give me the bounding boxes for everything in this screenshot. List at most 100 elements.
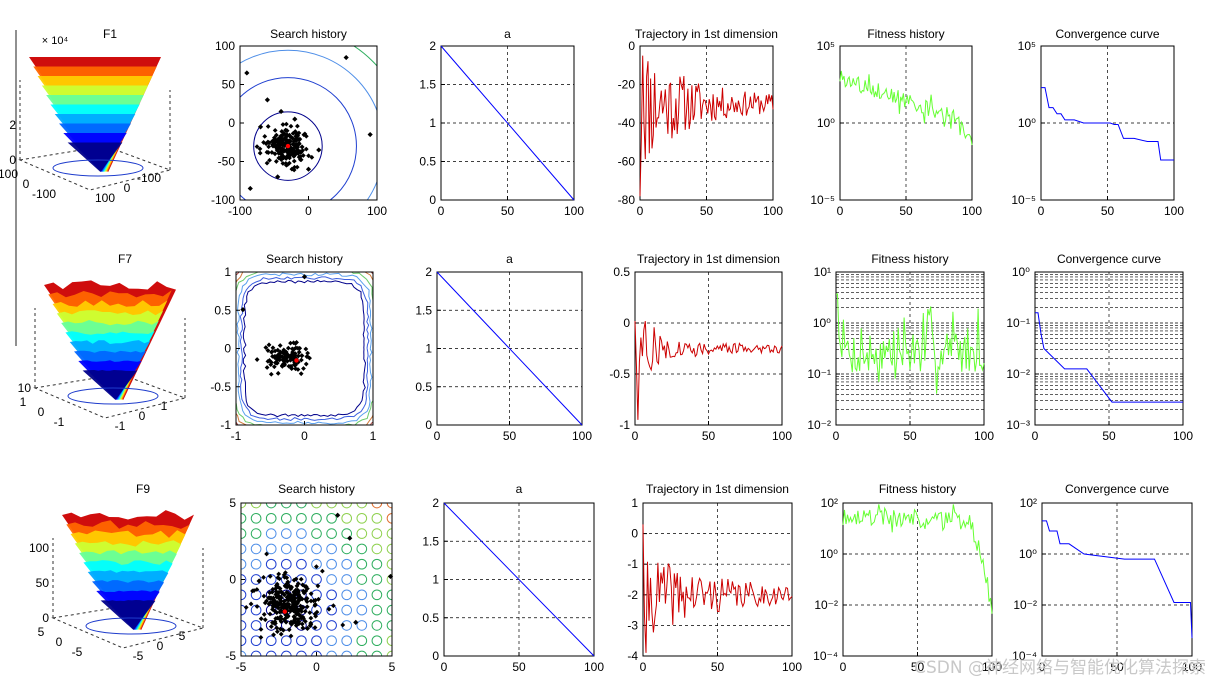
contour-ring xyxy=(241,620,247,631)
search-point xyxy=(298,576,304,582)
search-point xyxy=(340,622,346,628)
y-tick-label: 0 xyxy=(432,649,439,663)
contour-ring xyxy=(241,558,247,570)
best-point xyxy=(282,609,287,614)
y-tick-label: 0 xyxy=(425,418,432,432)
plot-area xyxy=(843,503,992,656)
contour-ring xyxy=(356,574,368,585)
search-point xyxy=(268,371,274,377)
convergence-curve-panel: Convergence curve 0 50 100 10⁻⁴ 10⁻² 10⁰ 10² xyxy=(1012,482,1202,674)
contour-ring xyxy=(311,635,322,647)
y-tick-label: 2 xyxy=(425,265,432,279)
x-tick-label: 100 xyxy=(572,429,592,443)
x-tick-label: 50 xyxy=(1102,429,1116,443)
search-point xyxy=(298,371,304,377)
search-point xyxy=(294,164,300,170)
plot-area xyxy=(643,503,792,656)
search-point xyxy=(306,153,311,159)
floor-contour xyxy=(52,159,144,177)
search-point xyxy=(263,345,269,350)
search-point xyxy=(335,512,341,518)
y-tick-label: 0 xyxy=(631,527,638,541)
search-point xyxy=(288,586,294,592)
search-point xyxy=(305,350,311,356)
search-point xyxy=(288,357,294,362)
search-point xyxy=(269,349,275,355)
contour-ring xyxy=(341,635,353,647)
search-point xyxy=(289,604,295,609)
search-point xyxy=(273,159,279,164)
x-tick-label: 50 xyxy=(1101,204,1115,218)
search-point xyxy=(276,571,282,577)
y-tick-label: 10⁰ xyxy=(820,547,838,561)
contour-ring xyxy=(356,635,368,647)
y-tick-label: 0.5 xyxy=(613,265,630,279)
search-point xyxy=(280,122,286,127)
y-tick-label: 0 xyxy=(124,181,131,195)
plot-area xyxy=(240,46,377,200)
y-tick-label: 0 xyxy=(224,342,231,356)
search-point xyxy=(262,133,268,139)
search-point xyxy=(347,535,353,541)
x-tick-label: -1 xyxy=(54,415,65,429)
search-point xyxy=(270,595,276,601)
x-tick-label: 100 xyxy=(0,167,18,181)
search-point xyxy=(292,116,298,122)
y-tick-label: 10⁻⁴ xyxy=(1012,649,1037,663)
search-point xyxy=(283,127,288,133)
contour-ring xyxy=(341,589,353,601)
search-point xyxy=(286,627,292,633)
search-point xyxy=(284,597,290,603)
y-tick-label: -4 xyxy=(627,649,638,663)
search-point xyxy=(273,603,279,609)
y-tick-label: 10² xyxy=(1020,496,1037,510)
z-tick-label: 100 xyxy=(29,541,49,555)
search-point xyxy=(284,358,290,364)
search-point xyxy=(261,574,266,580)
x-tick-label: 0 xyxy=(640,660,647,674)
y-tick-label: 10⁰ xyxy=(1012,265,1030,279)
x-tick-label: 0 xyxy=(438,204,445,218)
search-point xyxy=(313,564,319,570)
y-tick-label: 10⁰ xyxy=(817,116,835,130)
trajectory-panel: Trajectory in 1st dimension 0 50 100 -4 -3 -2 -… xyxy=(627,482,802,674)
x-tick-label: 100 xyxy=(584,660,604,674)
search-point xyxy=(289,351,295,357)
search-point xyxy=(281,361,287,367)
contour-ring xyxy=(326,512,337,524)
search-point xyxy=(256,578,262,584)
fitness-history-panel: Fitness history 0 50 100 10⁻² 10⁻¹ 10⁰ 10¹ xyxy=(807,252,994,443)
contour-ring xyxy=(341,503,353,509)
fitness-history-panel: Fitness history 0 50 100 10⁻⁵ 10⁰ 10⁵ xyxy=(810,27,982,218)
search-point xyxy=(292,616,298,622)
x-tick-label: 50 xyxy=(1110,660,1124,674)
contour-ring xyxy=(250,503,262,509)
search-point xyxy=(295,145,300,150)
contour-ring xyxy=(326,558,337,570)
x-tick-label: 0 xyxy=(301,429,308,443)
contour-ring xyxy=(241,543,247,555)
contour-ring xyxy=(371,543,383,555)
search-point xyxy=(291,340,297,346)
y-tick-label: 10⁻² xyxy=(1013,598,1037,612)
search-point xyxy=(267,573,273,579)
search-point xyxy=(278,595,284,600)
search-point xyxy=(272,348,278,354)
search-point xyxy=(296,349,302,355)
y-tick-label: -40 xyxy=(618,116,636,130)
floor-contour xyxy=(85,617,177,635)
search-point xyxy=(264,551,270,557)
z-tick-label: 50 xyxy=(36,576,50,590)
search-point xyxy=(272,600,277,606)
search-point xyxy=(316,596,321,602)
x-tick-label: -100 xyxy=(228,204,252,218)
contour-ring xyxy=(265,528,277,539)
x-tick-label: 0 xyxy=(637,204,644,218)
search-point xyxy=(304,625,311,632)
search-point xyxy=(299,353,305,359)
search-point xyxy=(272,608,278,614)
search-point xyxy=(292,149,298,154)
search-point xyxy=(292,351,298,357)
